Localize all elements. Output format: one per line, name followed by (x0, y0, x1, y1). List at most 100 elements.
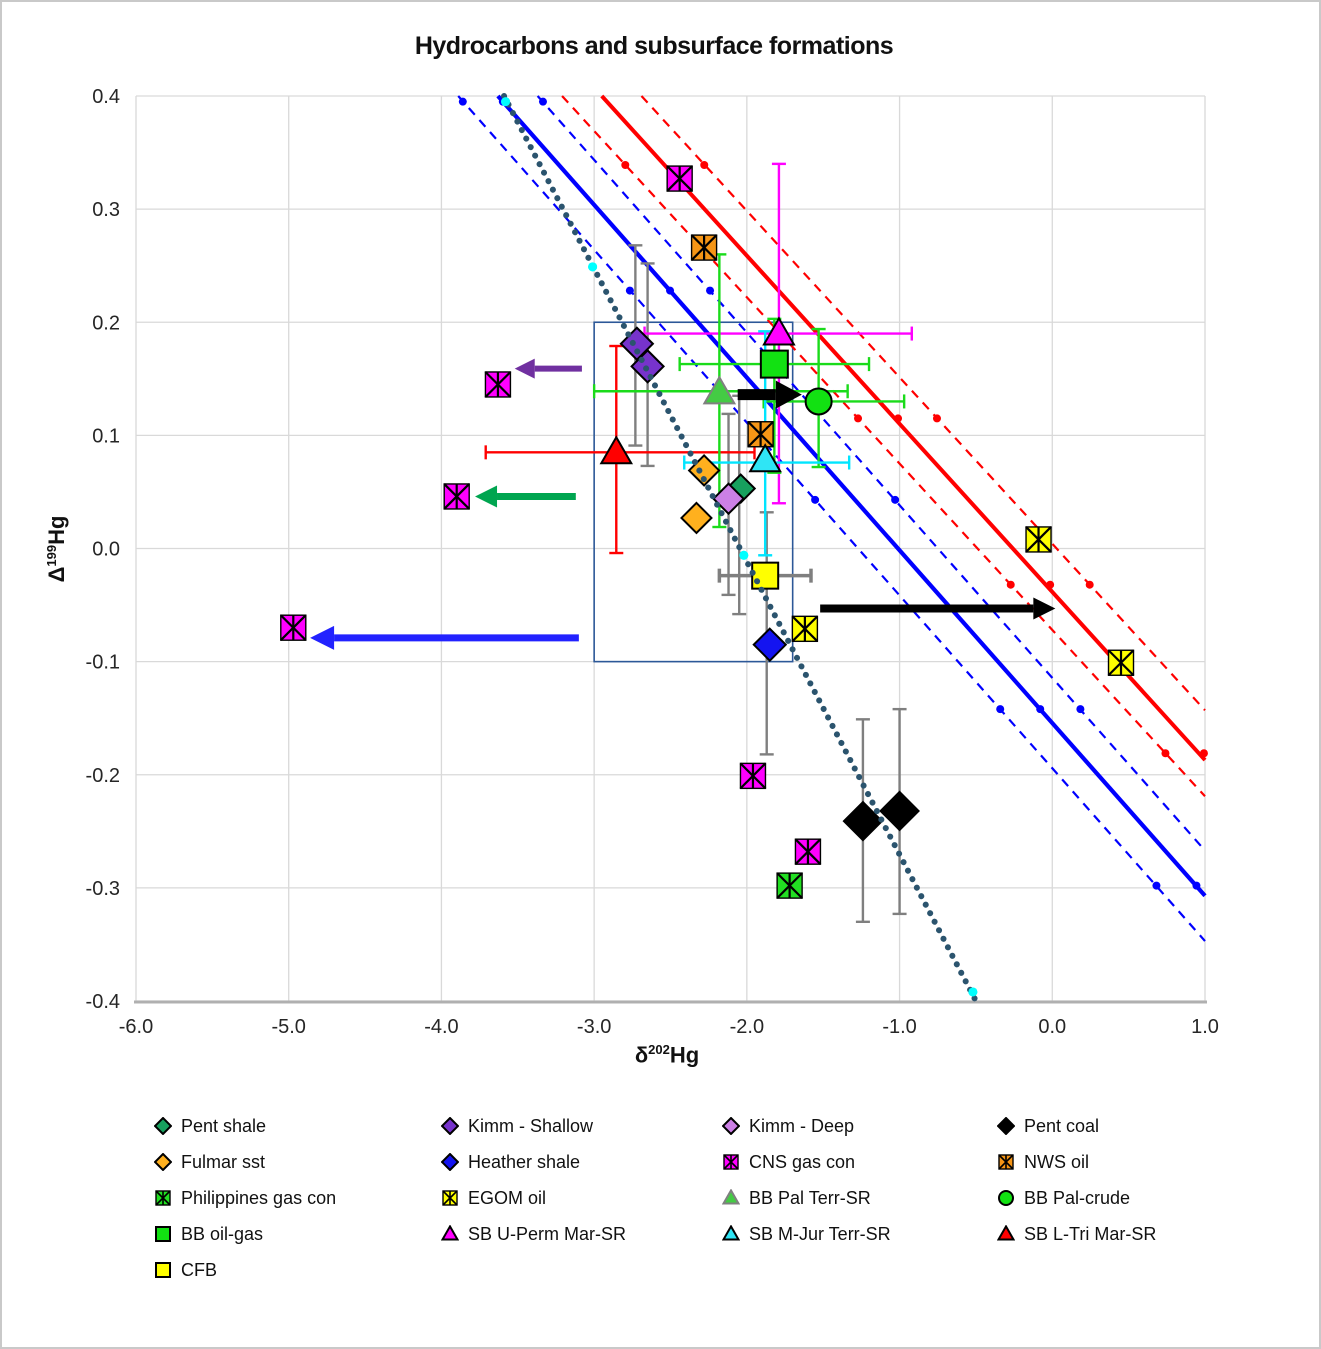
x-tick-label: -5.0 (271, 1016, 305, 1038)
blue-upper-dashed (536, 95, 1206, 852)
black-arrow-long (820, 597, 1056, 620)
trend-line-dots (458, 97, 1208, 997)
annotation-arrows (310, 358, 1056, 650)
legend-item-egom-oil: EGOM oil (441, 1183, 546, 1213)
diamond-legend-icon (154, 1153, 172, 1171)
black-arrow-short (737, 380, 802, 409)
y-tick-label: 0.4 (92, 86, 120, 108)
legend-item-sb-l-tri-mar-sr: SB L-Tri Mar-SR (997, 1219, 1156, 1249)
series-nws-oil (690, 234, 774, 448)
series-pent-coal (842, 790, 920, 842)
square-x-legend-icon (442, 1190, 458, 1206)
tick-labels: 0.4 0.3 0.2 0.1 0.0 -0.1 -0.2 -0.3 -0.4 -6.0 -5.0 -… (86, 86, 1219, 1038)
square-x-legend-icon (155, 1190, 171, 1206)
legend-item-kimm-shallow: Kimm - Shallow (441, 1111, 593, 1141)
legend-label: Pent shale (181, 1115, 267, 1136)
diamond-legend-icon (154, 1117, 172, 1135)
square-x-legend-icon (723, 1154, 739, 1170)
y-tick-label: 0.1 (92, 425, 120, 447)
legend-label: Fulmar sst (181, 1151, 266, 1172)
legend-label: SB L-Tri Mar-SR (1024, 1223, 1157, 1244)
legend-label: BB Pal Terr-SR (749, 1187, 871, 1208)
x-tick-label: -2.0 (730, 1016, 764, 1038)
diamond-legend-icon (997, 1117, 1015, 1135)
x-tick-label: -4.0 (424, 1016, 458, 1038)
legend-label: EGOM oil (468, 1187, 547, 1208)
trend-lines (457, 94, 1207, 942)
legend-item-bb-pal-terr-sr: BB Pal Terr-SR (722, 1183, 871, 1213)
square-legend-icon (155, 1226, 171, 1242)
y-tick-label: -0.1 (86, 652, 120, 674)
series-heather-shale (752, 627, 788, 663)
y-tick-label: -0.4 (86, 991, 120, 1013)
blue-lower-dashed (457, 95, 1206, 942)
circle-legend-icon (998, 1190, 1014, 1206)
diamond-legend-icon (441, 1117, 459, 1135)
legend-label: Pent coal (1024, 1115, 1100, 1136)
series-philippines-gas-con (776, 872, 803, 899)
legend-label: BB Pal-crude (1024, 1187, 1131, 1208)
legend-item-nws-oil: NWS oil (997, 1147, 1089, 1177)
legend-label: Kimm - Shallow (468, 1115, 594, 1136)
square-x-legend-icon (998, 1154, 1014, 1170)
chart-title: Hydrocarbons and subsurface formations (414, 32, 894, 60)
y-tick-label: -0.3 (86, 878, 120, 900)
x-axis-title: δ202Hg (634, 1042, 700, 1068)
highlight-box (593, 321, 794, 663)
x-tick-label: -1.0 (882, 1016, 916, 1038)
y-axis-title: Δ199Hg (43, 515, 70, 583)
x-tick-label: -3.0 (577, 1016, 611, 1038)
legend-item-bb-oil-gas: BB oil-gas (154, 1219, 263, 1249)
legend-item-heather-shale: Heather shale (441, 1147, 580, 1177)
legend-item-sb-m-jur-terr-sr: SB M-Jur Terr-SR (722, 1219, 891, 1249)
legend-label: CFB (181, 1259, 217, 1280)
series-bb-pal-terr-sr (702, 375, 737, 405)
y-tick-label: -0.2 (86, 765, 120, 787)
series-egom-oil (791, 526, 1135, 677)
x-tick-label: 0.0 (1038, 1016, 1066, 1038)
red-solid (600, 94, 1207, 762)
plot-area: 0.4 0.3 0.2 0.1 0.0 -0.1 -0.2 -0.3 -0.4 -6.0 -5.0 -… (86, 86, 1219, 1038)
y-tick-label: 0.2 (92, 312, 120, 334)
legend-item-kimm-deep: Kimm - Deep (722, 1111, 854, 1141)
series-sb-l-tri-mar-sr (599, 435, 634, 465)
series-cns-gas-con (280, 165, 822, 865)
legend-label: CNS gas con (749, 1151, 856, 1172)
legend-item-sb-u-perm-mar-sr: SB U-Perm Mar-SR (441, 1219, 626, 1249)
diamond-legend-icon (441, 1153, 459, 1171)
legend-label: Kimm - Deep (749, 1115, 855, 1136)
legend-label: NWS oil (1024, 1151, 1090, 1172)
mixing-line-cyan-dots (501, 97, 978, 997)
legend-item-cfb: CFB (154, 1255, 217, 1285)
series-kimm-deep (712, 482, 745, 516)
diamond-legend-icon (722, 1117, 740, 1135)
square-legend-icon (155, 1262, 171, 1278)
legend-item-pent-shale: Pent shale (154, 1111, 266, 1141)
red-upper-dashed (640, 95, 1206, 712)
series-cfb (751, 561, 780, 590)
triangle-legend-icon (722, 1225, 740, 1241)
purple-arrow (514, 358, 582, 379)
legend-label: Philippines gas con (181, 1187, 337, 1208)
mixing-line (501, 93, 979, 1004)
legend-item-philippines-gas-con: Philippines gas con (154, 1183, 336, 1213)
triangle-legend-icon (722, 1189, 740, 1205)
mixing-dotted (501, 93, 979, 1004)
legend-label: SB M-Jur Terr-SR (749, 1223, 891, 1244)
blue-arrow (310, 625, 579, 650)
blue-solid (496, 94, 1207, 898)
y-tick-label: 0.0 (92, 539, 120, 561)
legend-label: Heather shale (468, 1151, 581, 1172)
legend-item-fulmar-sst: Fulmar sst (154, 1147, 265, 1177)
y-tick-label: 0.3 (92, 199, 120, 221)
x-tick-label: -6.0 (119, 1016, 153, 1038)
highlight-box (593, 321, 794, 663)
triangle-legend-icon (997, 1225, 1015, 1241)
series-bb-oil-gas (759, 349, 789, 379)
series-bb-pal-crude (804, 387, 833, 416)
x-tick-label: 1.0 (1191, 1016, 1219, 1038)
series-sb-m-jur-terr-sr (748, 443, 782, 473)
legend-item-cns-gas-con: CNS gas con (722, 1147, 855, 1177)
legend-item-bb-pal-crude: BB Pal-crude (997, 1183, 1130, 1213)
